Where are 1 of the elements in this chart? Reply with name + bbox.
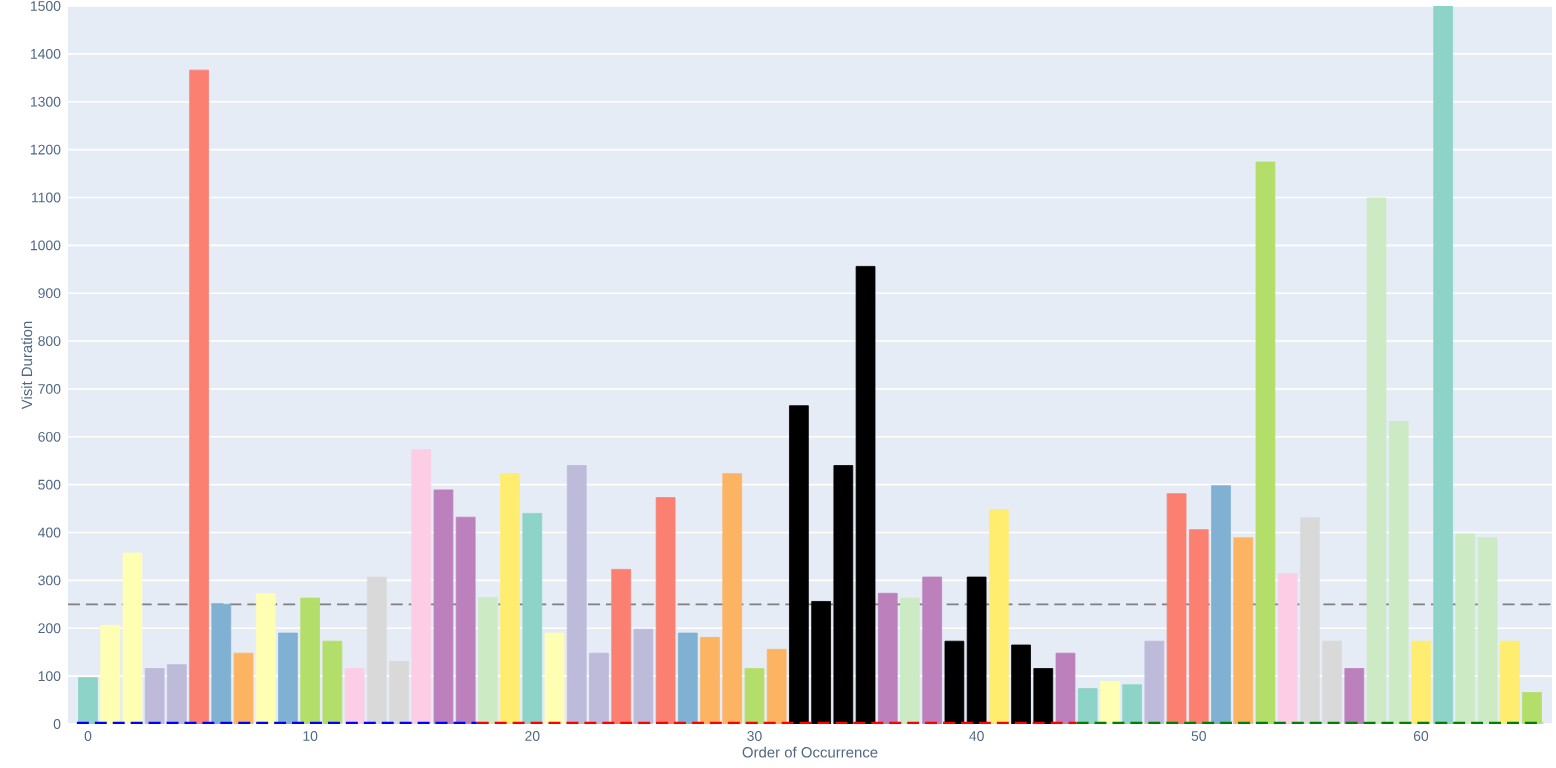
bar — [1433, 5, 1453, 724]
